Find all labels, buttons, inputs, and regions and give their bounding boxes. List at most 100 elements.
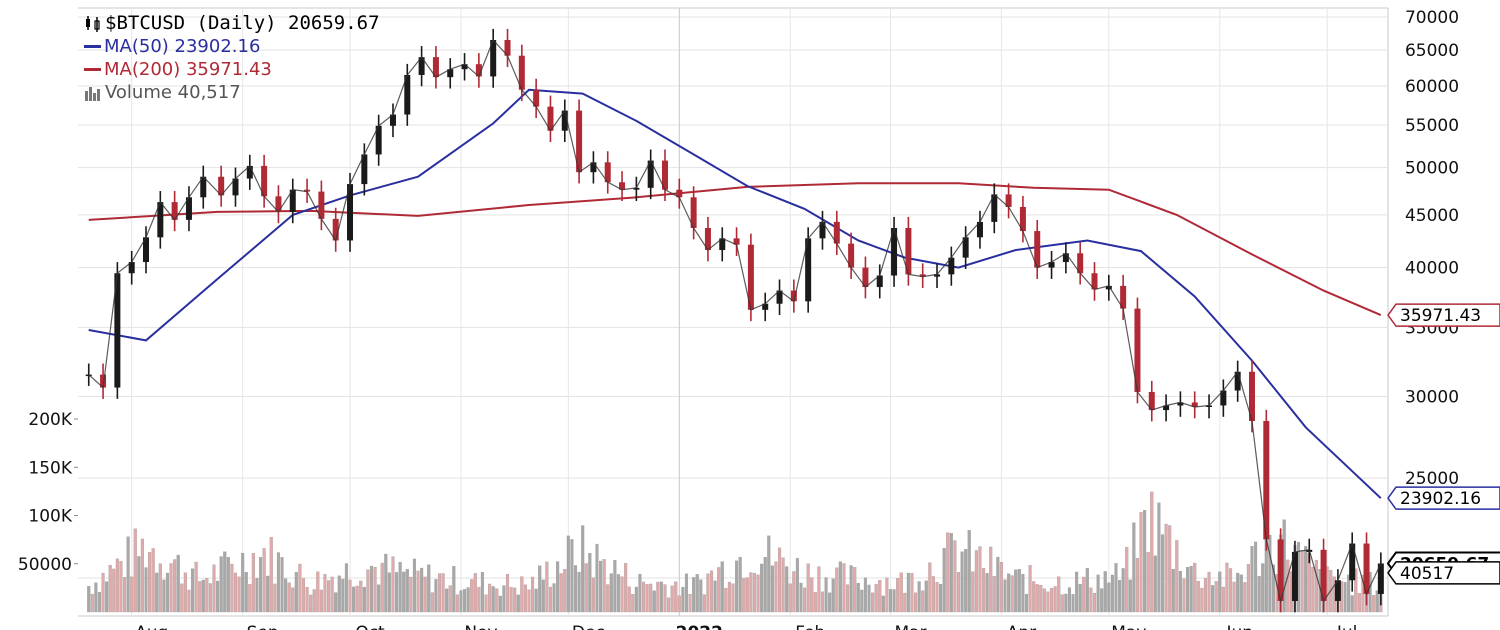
volume-bar <box>316 571 320 613</box>
volume-bar <box>1286 559 1290 613</box>
volume-bar <box>187 589 191 613</box>
volume-tick-label: 100K <box>28 507 72 527</box>
price-candle-body <box>347 184 354 241</box>
price-candle-body <box>404 74 411 115</box>
price-candle-body <box>1163 405 1170 411</box>
price-candle-body <box>218 176 225 196</box>
volume-bar <box>978 546 982 613</box>
volume-tick-label: 50000 <box>18 555 72 575</box>
volume-bar <box>724 587 728 613</box>
volume-bar <box>488 583 492 613</box>
volume-bar <box>896 578 900 613</box>
volume-bar <box>455 594 459 613</box>
volume-bar <box>913 592 918 613</box>
volume-bar <box>760 563 764 613</box>
volume-bar <box>452 566 456 613</box>
volume-bar <box>384 553 388 613</box>
price-candle-body <box>1105 285 1112 290</box>
volume-bar <box>688 594 692 613</box>
volume-bar <box>606 584 610 613</box>
volume-bar <box>498 595 502 613</box>
volume-bar <box>695 574 699 613</box>
volume-bar <box>491 586 495 613</box>
volume-bar <box>312 589 316 613</box>
volume-bar <box>573 565 578 613</box>
price-tick-label: 45000 <box>1405 206 1459 226</box>
ma200-line <box>88 182 1382 317</box>
volume-bar <box>1372 595 1376 613</box>
volume-bar <box>151 548 155 613</box>
volume-bar <box>495 588 499 613</box>
price-candle-body <box>1120 285 1127 309</box>
value-tag-label: 35971.43 <box>1400 306 1481 326</box>
volume-bar <box>738 556 742 613</box>
price-candle-body <box>232 178 239 196</box>
price-candle-body <box>1277 539 1284 601</box>
volume-bar <box>713 580 717 613</box>
volume-bar <box>108 564 112 613</box>
volume-bar <box>144 567 148 613</box>
volume-bar <box>1228 568 1233 613</box>
volume-bar <box>599 560 603 613</box>
volume-bar <box>119 561 123 613</box>
month-label: Jun <box>1225 623 1253 630</box>
price-candle-body <box>733 238 740 245</box>
volume-bar <box>949 533 953 613</box>
volume-bar <box>849 565 853 613</box>
volume-bar <box>663 584 667 613</box>
volume-bar <box>620 576 624 613</box>
price-candle-body <box>776 290 783 304</box>
volume-bar <box>1271 564 1276 613</box>
volume-bar <box>888 589 893 613</box>
volume-bar <box>423 576 427 613</box>
price-candle-body <box>114 273 121 388</box>
volume-bar <box>1003 579 1007 613</box>
volume-bar <box>924 580 928 613</box>
volume-bar <box>1010 575 1014 613</box>
volume-bar <box>706 573 710 613</box>
volume-bar <box>1050 588 1054 613</box>
price-candle-body <box>934 274 941 277</box>
volume-bar <box>806 563 810 613</box>
volume-bar <box>552 583 556 613</box>
volume-bar <box>1218 571 1222 613</box>
volume-bar <box>416 570 420 613</box>
volume-bar <box>717 567 721 613</box>
volume-bar <box>1089 587 1093 613</box>
volume-bar <box>770 565 774 613</box>
price-candle-body <box>504 39 511 56</box>
price-candle-body <box>1019 206 1026 232</box>
volume-bar <box>205 578 209 613</box>
volume-bar <box>323 574 327 613</box>
price-tick-label: 60000 <box>1405 77 1459 97</box>
volume-bar <box>241 552 245 613</box>
volume-bar <box>1300 550 1304 613</box>
volume-bar <box>867 584 871 613</box>
volume-bar <box>1071 594 1075 613</box>
volume-bar <box>183 572 187 613</box>
volume-bar <box>1024 593 1029 613</box>
volume-bar <box>1107 582 1111 613</box>
volume-bar <box>1236 572 1240 613</box>
volume-bar <box>126 536 130 613</box>
price-candle-body <box>1048 262 1055 268</box>
value-tag-box <box>1387 303 1500 327</box>
price-candle-body <box>418 57 425 75</box>
volume-bar <box>1168 525 1172 613</box>
volume-bar <box>165 572 170 613</box>
volume-bar <box>1150 491 1154 613</box>
price-candle-body <box>246 165 253 179</box>
volume-bar <box>140 538 144 613</box>
price-candle-body <box>1349 543 1356 581</box>
volume-bar <box>387 572 391 613</box>
volume-bar <box>1311 566 1315 613</box>
volume-bar <box>1100 588 1104 613</box>
volume-bar <box>803 587 807 613</box>
volume-bar <box>513 587 517 613</box>
volume-bar <box>484 594 488 613</box>
price-candle-body <box>805 238 812 302</box>
volume-bar <box>946 532 950 613</box>
volume-bar <box>148 552 152 613</box>
volume-bar <box>756 574 760 613</box>
